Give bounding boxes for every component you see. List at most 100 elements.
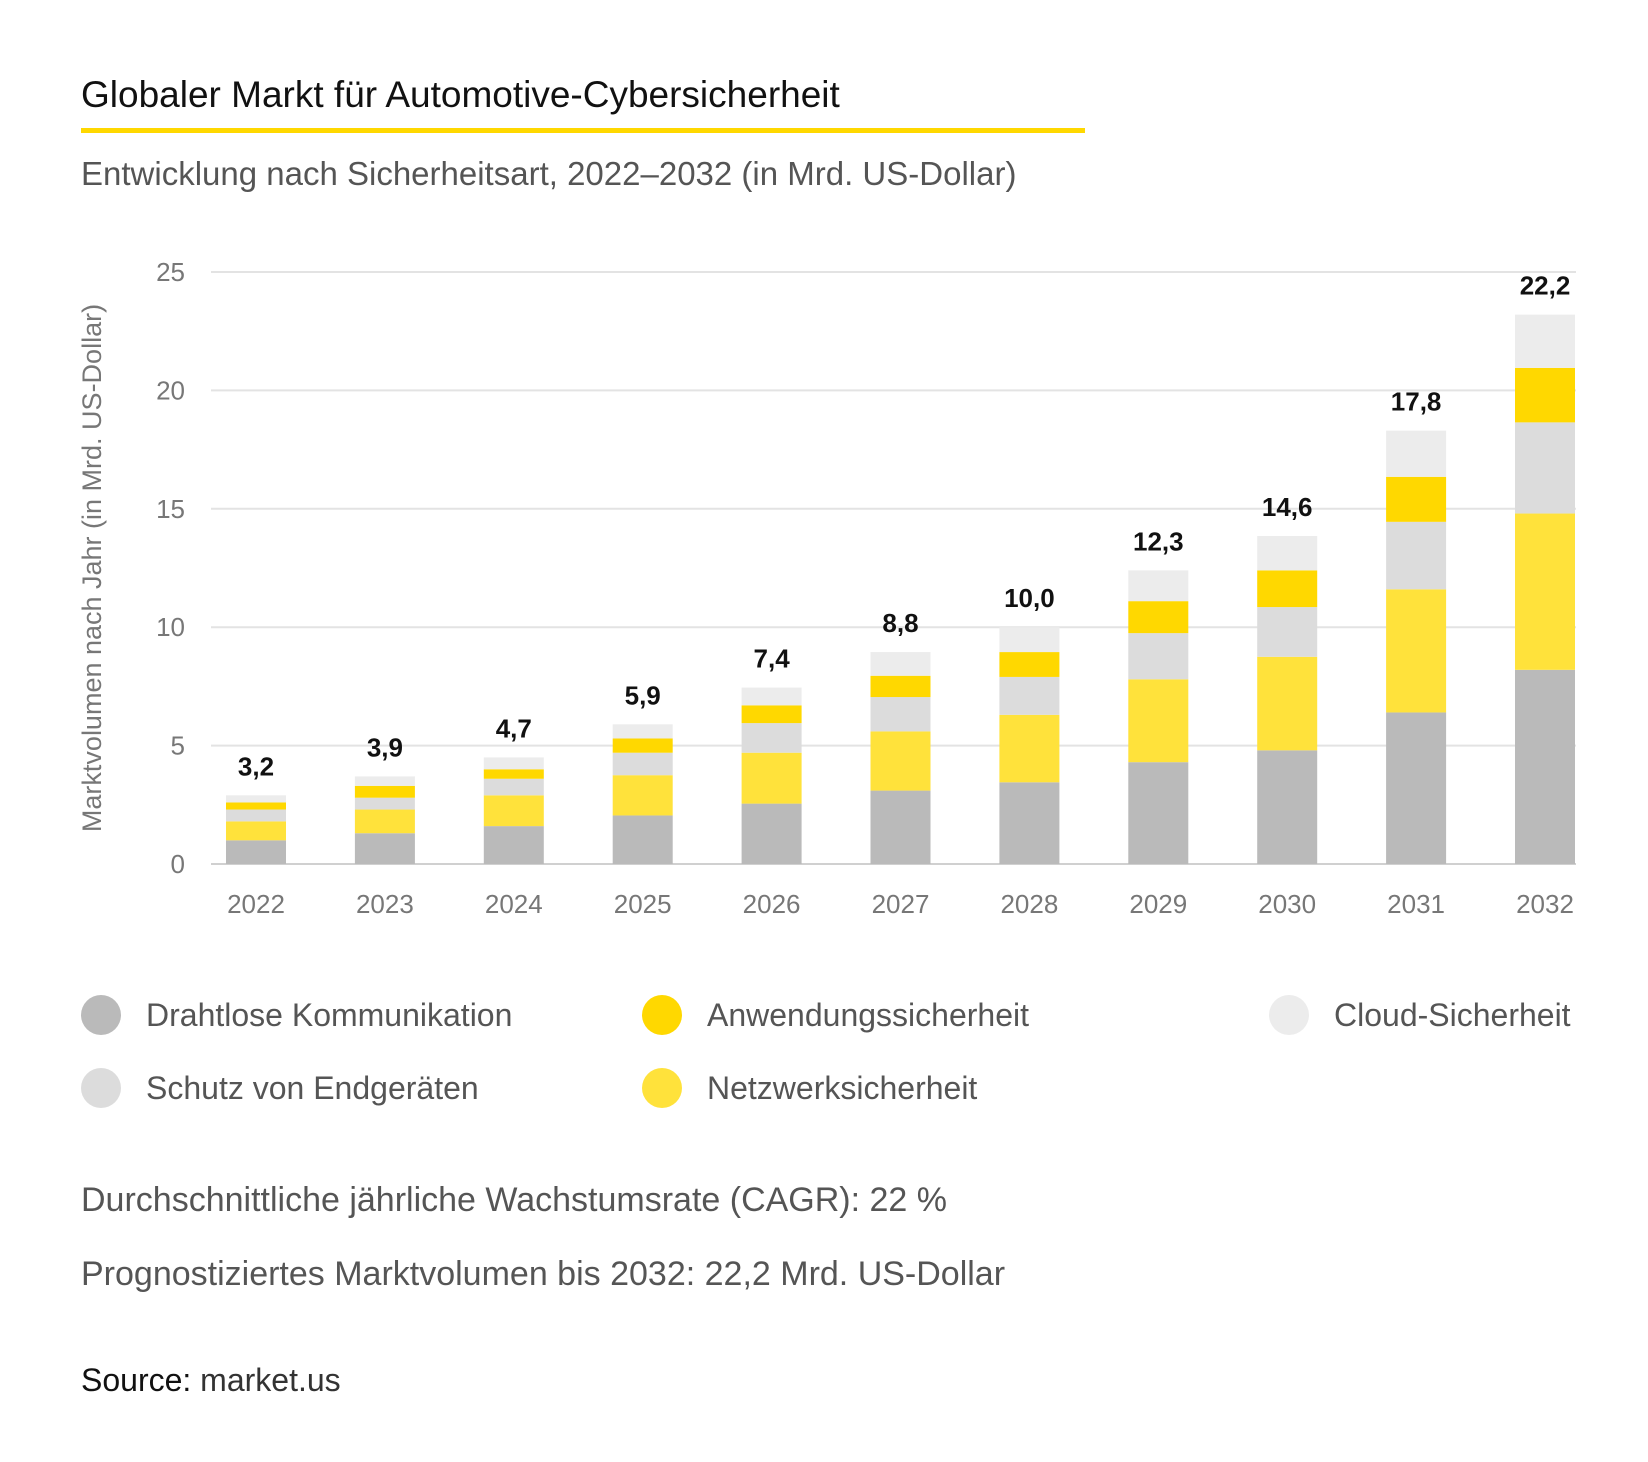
bar-segment-2026-0: [741, 803, 802, 864]
bar-segment-2031-0: [1386, 712, 1447, 864]
total-label: 17,8: [1391, 387, 1442, 417]
bar-segment-2032-0: [1515, 669, 1575, 864]
bar-segment-2025-0: [612, 815, 673, 864]
bar-segment-2029-4: [1128, 570, 1189, 602]
x-tick-label: 2029: [1129, 889, 1187, 919]
y-tick-label: 20: [156, 375, 185, 405]
x-tick-label: 2024: [485, 889, 543, 919]
x-tick-label: 2027: [872, 889, 930, 919]
bar-segment-2024-3: [483, 769, 544, 779]
bar-segment-2028-4: [999, 627, 1060, 653]
bar-segment-2031-3: [1386, 476, 1447, 522]
bar-segment-2030-2: [1257, 607, 1318, 657]
total-label: 14,6: [1262, 492, 1313, 522]
bar-segment-2024-4: [483, 757, 544, 770]
bar-segment-2027-0: [870, 790, 931, 864]
legend-label: Drahtlose Kommunikation: [146, 996, 513, 1033]
x-tick-label: 2032: [1516, 889, 1574, 919]
bar-segment-2022-1: [226, 821, 286, 841]
bar-segment-2029-0: [1128, 762, 1189, 864]
total-label: 12,3: [1133, 526, 1184, 556]
y-tick-label: 0: [171, 849, 185, 879]
legend-item-cloud: Cloud-Sicherheit: [1269, 995, 1571, 1035]
legend-label: Cloud-Sicherheit: [1334, 996, 1571, 1033]
bar-segment-2029-2: [1128, 633, 1189, 680]
legend-swatch-icon: [81, 995, 121, 1035]
legend-swatch-icon: [81, 1068, 121, 1108]
bar-segment-2026-2: [741, 723, 802, 753]
x-tick-label: 2030: [1258, 889, 1316, 919]
bar-segment-2022-2: [226, 809, 286, 822]
legend-swatch-icon: [1269, 995, 1309, 1035]
bar-segment-2025-2: [612, 752, 673, 776]
bar-segment-2024-2: [483, 778, 544, 796]
total-label: 3,2: [238, 751, 274, 781]
bar-segment-2025-4: [612, 724, 673, 739]
total-label: 10,0: [1004, 583, 1055, 613]
total-label: 22,2: [1520, 271, 1571, 301]
x-tick-label: 2026: [743, 889, 801, 919]
x-tick-label: 2023: [356, 889, 414, 919]
bar-segment-2023-0: [354, 833, 415, 864]
bar-segment-2031-2: [1386, 521, 1447, 590]
y-tick-label: 15: [156, 494, 185, 524]
x-tick-label: 2025: [614, 889, 672, 919]
legend-label: Netzwerksicherheit: [707, 1069, 978, 1106]
total-label: 3,9: [367, 732, 403, 762]
bar-segment-2027-4: [870, 652, 931, 676]
source-line: Source: market.us: [81, 1362, 341, 1399]
total-label: 4,7: [496, 713, 532, 743]
bar-segment-2022-4: [226, 795, 286, 803]
bar-segment-2025-3: [612, 738, 673, 753]
x-tick-label: 2022: [227, 889, 285, 919]
bar-segment-2031-1: [1386, 589, 1447, 713]
legend-item-netzwerk: Netzwerksicherheit: [642, 1068, 977, 1108]
bar-segment-2032-2: [1515, 422, 1575, 514]
legend-label: Anwendungssicherheit: [707, 996, 1029, 1033]
legend-item-drahtlose: Drahtlose Kommunikation: [81, 995, 512, 1035]
bar-segment-2023-2: [354, 797, 415, 810]
bar-segment-2030-0: [1257, 750, 1318, 864]
y-tick-label: 5: [171, 731, 185, 761]
bar-segment-2023-3: [354, 785, 415, 798]
bar-segment-2029-3: [1128, 601, 1189, 634]
bar-segment-2025-1: [612, 775, 673, 816]
bar-segment-2032-1: [1515, 513, 1575, 670]
legend-swatch-icon: [642, 995, 682, 1035]
bar-segment-2024-1: [483, 795, 544, 827]
source-value: market.us: [200, 1362, 341, 1398]
total-label: 8,8: [882, 608, 918, 638]
bar-segment-2032-3: [1515, 367, 1575, 423]
y-tick-label: 10: [156, 612, 185, 642]
cagr-text: Durchschnittliche jährliche Wachstumsrat…: [81, 1181, 948, 1219]
projection-text: Prognostiziertes Marktvolumen bis 2032: …: [81, 1255, 1006, 1293]
legend-item-schutz: Schutz von Endgeräten: [81, 1068, 479, 1108]
bar-segment-2026-1: [741, 752, 802, 804]
bar-segment-2023-1: [354, 809, 415, 834]
title-underline: [81, 128, 1085, 133]
x-tick-label: 2031: [1387, 889, 1445, 919]
bar-segment-2030-3: [1257, 570, 1318, 608]
bar-segment-2022-0: [226, 840, 286, 864]
bar-segment-2028-3: [999, 652, 1060, 677]
source-label: Source:: [81, 1362, 192, 1398]
bar-segment-2032-4: [1515, 314, 1575, 368]
bar-segment-2028-1: [999, 714, 1060, 783]
bar-segment-2030-1: [1257, 656, 1318, 751]
bar-segment-2023-4: [354, 776, 415, 786]
bar-segment-2028-2: [999, 676, 1060, 715]
y-axis-title: Marktvolumen nach Jahr (in Mrd. US-Dolla…: [77, 304, 107, 832]
bar-segment-2029-1: [1128, 679, 1189, 763]
bar-segment-2028-0: [999, 782, 1060, 864]
y-tick-label: 25: [156, 257, 185, 287]
chart-title: Globaler Markt für Automotive-Cybersiche…: [81, 74, 840, 115]
total-label: 5,9: [625, 680, 661, 710]
chart-subtitle: Entwicklung nach Sicherheitsart, 2022–20…: [81, 155, 1017, 192]
x-tick-label: 2028: [1000, 889, 1058, 919]
bar-segment-2026-4: [741, 687, 802, 706]
bar-segment-2027-1: [870, 731, 931, 791]
bar-segment-2022-3: [226, 802, 286, 810]
bar-segment-2026-3: [741, 705, 802, 724]
total-label: 7,4: [754, 644, 791, 674]
